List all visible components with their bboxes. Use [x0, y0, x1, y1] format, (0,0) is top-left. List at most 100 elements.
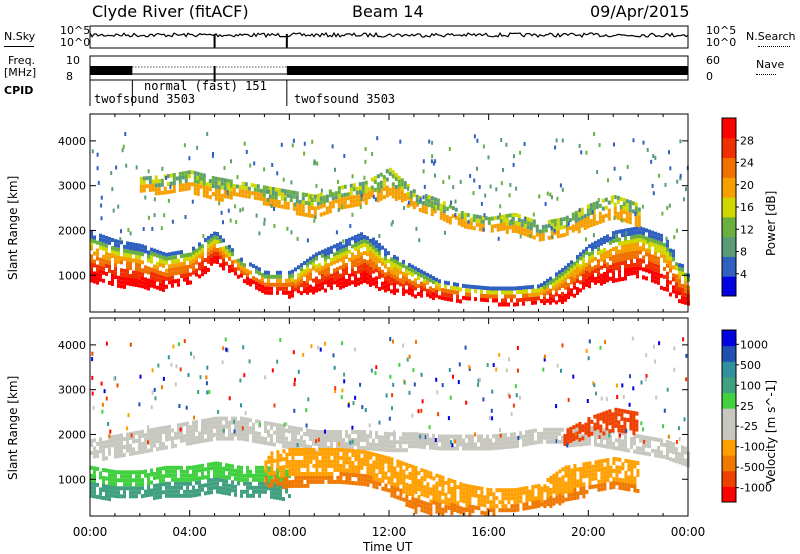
velocity-echo	[510, 411, 513, 416]
velocity-cell	[138, 490, 141, 495]
power-cell	[315, 280, 318, 285]
velocity-cell	[642, 447, 645, 452]
power-cell	[144, 269, 147, 274]
velocity-cell	[618, 430, 621, 435]
power-cell	[520, 231, 524, 236]
power-cell	[108, 260, 111, 265]
power-echo	[235, 220, 238, 225]
power-echo	[482, 144, 485, 149]
velocity-cell	[620, 416, 624, 421]
power-cell	[409, 202, 413, 207]
power-echo	[337, 179, 339, 184]
power-cell	[135, 255, 138, 259]
velocity-cell	[612, 477, 616, 481]
velocity-cell	[585, 433, 588, 438]
power-echo	[512, 162, 515, 167]
velocity-cell	[246, 437, 249, 442]
power-cell	[90, 238, 93, 243]
velocity-cell	[327, 463, 331, 468]
velocity-cell	[534, 440, 537, 445]
velocity-cell	[585, 489, 589, 494]
velocity-cell	[357, 481, 361, 486]
velocity-cell	[561, 479, 565, 484]
velocity-cell	[276, 423, 279, 428]
power-cell	[324, 264, 327, 269]
velocity-cell	[570, 484, 574, 489]
velocity-cell	[123, 453, 126, 457]
velocity-cell	[402, 489, 406, 494]
velocity-cell	[561, 427, 564, 432]
velocity-cell	[510, 436, 513, 441]
power-cell	[93, 263, 96, 268]
velocity-cell	[282, 481, 286, 486]
power-cell	[145, 176, 149, 181]
velocity-cell	[459, 494, 463, 499]
velocity-echo	[273, 403, 276, 408]
velocity-cell	[324, 438, 327, 442]
power-cell	[384, 288, 387, 293]
power-cell	[549, 300, 552, 305]
velocity-cell	[438, 498, 442, 503]
velocity-cell	[339, 467, 343, 472]
power-cell	[229, 187, 233, 192]
noise-left-tick-top: 10^5	[60, 24, 91, 37]
velocity-cell	[204, 491, 207, 496]
power-cell	[340, 185, 344, 190]
power-cell	[525, 285, 528, 290]
velocity-cell	[303, 475, 307, 480]
velocity-cell	[276, 439, 279, 444]
velocity-cell	[525, 498, 529, 503]
velocity-cell	[108, 451, 111, 456]
velocity-cell	[213, 481, 216, 486]
power-cell	[363, 263, 366, 267]
power-cell	[264, 274, 267, 279]
velocity-cell	[507, 492, 511, 497]
velocity-cell	[624, 458, 628, 463]
velocity-cell	[159, 430, 162, 435]
velocity-cell	[117, 478, 120, 483]
power-cell	[387, 287, 390, 292]
velocity-cell	[393, 448, 396, 453]
velocity-cell	[129, 435, 132, 440]
velocity-cell	[666, 452, 669, 456]
power-cell	[312, 266, 315, 271]
power-cell	[657, 272, 660, 277]
power-cell	[348, 249, 351, 254]
power-cell	[540, 287, 543, 292]
power-cell	[657, 236, 660, 241]
power-cell	[271, 199, 275, 203]
power-cell	[147, 270, 150, 275]
velocity-cell	[228, 475, 231, 480]
power-cell	[271, 203, 275, 207]
power-echo	[454, 212, 457, 217]
power-cell	[429, 278, 432, 283]
velocity-cell	[282, 457, 286, 462]
power-cell	[645, 264, 648, 269]
velocity-cell	[642, 443, 645, 448]
velocity-cell	[584, 430, 588, 435]
power-cell	[576, 275, 579, 279]
velocity-cell	[587, 425, 591, 429]
velocity-cell	[291, 433, 294, 438]
velocity-cell	[579, 491, 583, 495]
velocity-cell	[456, 505, 460, 510]
velocity-cell	[447, 481, 451, 486]
power-cell	[541, 236, 545, 241]
power-cell	[348, 257, 351, 262]
power-cell	[225, 245, 228, 250]
power-cell	[444, 284, 447, 289]
velocity-cell	[228, 483, 231, 488]
power-echo	[544, 202, 547, 206]
velocity-cell	[291, 459, 295, 464]
power-cell	[198, 250, 201, 255]
power-cell	[208, 187, 212, 192]
power-cell	[660, 233, 663, 238]
velocity-cell	[594, 468, 598, 473]
power-cell	[540, 291, 543, 296]
power-cell	[382, 195, 386, 200]
velocity-cell	[684, 458, 687, 463]
velocity-cell	[432, 484, 436, 489]
power-echo	[343, 153, 346, 158]
velocity-cell	[180, 477, 183, 482]
velocity-cell	[198, 435, 201, 440]
